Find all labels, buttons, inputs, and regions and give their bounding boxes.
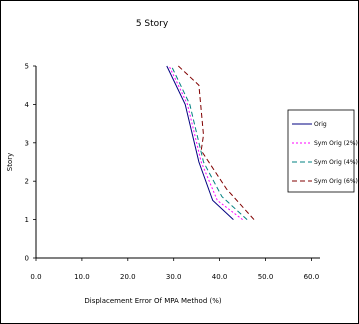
legend-label-2: Sym Orig (2%): [314, 140, 358, 147]
x-tick-label: 40.0: [212, 273, 228, 281]
legend-label-1: Orig: [314, 121, 327, 128]
y-tick-label: 0: [25, 255, 29, 263]
y-tick-label: 5: [25, 63, 29, 71]
chart-title: 5 Story: [136, 19, 169, 29]
x-tick-label: 20.0: [120, 273, 136, 281]
x-tick-label: 10.0: [74, 273, 90, 281]
x-tick-label: 30.0: [166, 273, 182, 281]
series-line-4: [177, 65, 255, 220]
y-tick-label: 2: [25, 178, 29, 186]
x-tick-label: 60.0: [304, 273, 320, 281]
x-axis-label: Displacement Error Of MPA Method (%): [84, 297, 222, 305]
y-tick-label: 1: [25, 216, 29, 224]
plot-area: [166, 65, 255, 220]
x-tick-label: 0.0: [30, 273, 41, 281]
y-axis-label: Story: [6, 153, 14, 172]
y-tick-label: 4: [25, 101, 30, 109]
y-tick-label: 3: [25, 139, 29, 147]
x-tick-label: 50.0: [258, 273, 274, 281]
legend-label-3: Sym Orig (4%): [314, 159, 358, 166]
legend-label-4: Sym Orig (6%): [314, 178, 358, 185]
series-line-3: [170, 65, 248, 220]
series-line-2: [168, 65, 243, 220]
legend: Orig Sym Orig (2%) Sym Orig (4%) Sym Orig (…: [287, 109, 358, 193]
series-line-1: [166, 65, 234, 220]
